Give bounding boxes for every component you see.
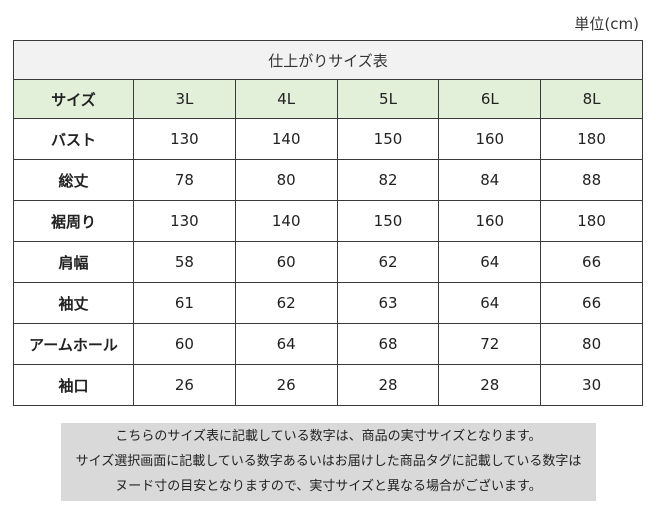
table-cell: 26 [234,364,338,406]
table-cell: 61 [133,282,236,324]
size-header-label: サイズ [13,79,134,119]
size-header-cell: 3L [133,79,236,119]
row-label: アームホール [13,323,134,365]
table-row: 袖口 26 26 28 28 30 [13,364,643,406]
table-row: 裾周り 130 140 150 160 180 [13,200,643,242]
note-line: こちらのサイズ表に記載している数字は、商品の実寸サイズとなります。 [115,429,542,444]
table-cell: 30 [540,364,643,406]
unit-label: 単位(cm) [574,15,639,33]
size-header-cell: 5L [336,79,440,119]
table-cell: 63 [336,282,440,324]
table-cell: 62 [234,282,338,324]
table-cell: 150 [336,118,440,160]
table-row: 総丈 78 80 82 84 88 [13,159,643,201]
table-cell: 180 [540,118,643,160]
table-cell: 140 [234,118,338,160]
table-cell: 180 [540,200,643,242]
table-row: 肩幅 58 60 62 64 66 [13,241,643,283]
table-row: バスト 130 140 150 160 180 [13,118,643,160]
row-label: 袖丈 [13,282,134,324]
note-line: ヌード寸の目安となりますので、実寸サイズと異なる場合がございます。 [115,479,542,494]
table-header-row: サイズ 3L 4L 5L 6L 8L [13,79,643,119]
table-cell: 150 [336,200,440,242]
row-label: 袖口 [13,364,134,406]
table-cell: 58 [133,241,236,283]
row-label: 裾周り [13,200,134,242]
table-cell: 64 [438,241,542,283]
table-cell: 60 [234,241,338,283]
row-label: 肩幅 [13,241,134,283]
table-cell: 26 [133,364,236,406]
table-cell: 28 [438,364,542,406]
table-cell: 62 [336,241,440,283]
table-cell: 80 [540,323,643,365]
table-cell: 88 [540,159,643,201]
size-header-cell: 8L [540,79,643,119]
size-note: こちらのサイズ表に記載している数字は、商品の実寸サイズとなります。 サイズ選択画… [61,423,596,501]
table-row: アームホール 60 64 68 72 80 [13,323,643,365]
row-label: バスト [13,118,134,160]
table-cell: 160 [438,200,542,242]
size-header-cell: 4L [234,79,338,119]
table-cell: 72 [438,323,542,365]
table-cell: 28 [336,364,440,406]
table-cell: 130 [133,118,236,160]
size-table: 仕上がりサイズ表 サイズ 3L 4L 5L 6L 8L バスト 130 140 … [13,40,643,406]
table-cell: 66 [540,241,643,283]
note-line: サイズ選択画面に記載している数字あるいはお届けした商品タグに記載している数字は [75,454,582,469]
row-label: 総丈 [13,159,134,201]
table-cell: 64 [438,282,542,324]
table-cell: 66 [540,282,643,324]
table-row: 袖丈 61 62 63 64 66 [13,282,643,324]
table-cell: 82 [336,159,440,201]
table-cell: 80 [234,159,338,201]
table-cell: 64 [234,323,338,365]
table-cell: 130 [133,200,236,242]
table-cell: 68 [336,323,440,365]
table-cell: 160 [438,118,542,160]
table-cell: 78 [133,159,236,201]
size-header-cell: 6L [438,79,542,119]
table-cell: 84 [438,159,542,201]
table-title-row: 仕上がりサイズ表 [13,40,643,80]
table-cell: 140 [234,200,338,242]
table-title: 仕上がりサイズ表 [13,40,643,80]
table-cell: 60 [133,323,236,365]
